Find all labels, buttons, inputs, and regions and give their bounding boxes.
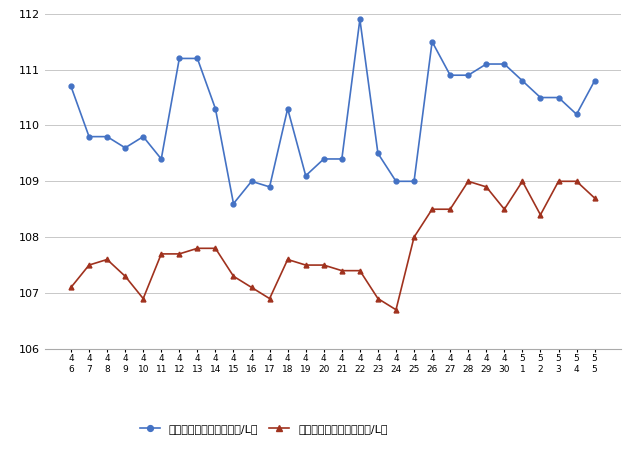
レギュラー実売価格（円/L） [140, 296, 147, 301]
レギュラー実売価格（円/L） [193, 246, 201, 251]
レギュラー看板価格（円/L） [103, 134, 111, 140]
レギュラー看板価格（円/L） [338, 156, 346, 162]
レギュラー実売価格（円/L） [410, 235, 418, 240]
Line: レギュラー看板価格（円/L）: レギュラー看板価格（円/L） [68, 17, 597, 206]
レギュラー実売価格（円/L） [284, 257, 291, 262]
レギュラー看板価格（円/L） [555, 95, 563, 100]
レギュラー看板価格（円/L） [446, 73, 454, 78]
レギュラー実売価格（円/L） [446, 207, 454, 212]
レギュラー実売価格（円/L） [230, 274, 237, 279]
レギュラー実売価格（円/L） [573, 179, 580, 184]
レギュラー看板価格（円/L） [266, 184, 273, 190]
レギュラー実売価格（円/L） [555, 179, 563, 184]
レギュラー実売価格（円/L） [483, 184, 490, 190]
レギュラー看板価格（円/L） [500, 61, 508, 67]
レギュラー実売価格（円/L） [302, 262, 310, 268]
レギュラー看板価格（円/L） [175, 56, 183, 61]
レギュラー実売価格（円/L） [157, 251, 165, 257]
レギュラー実売価格（円/L） [212, 246, 220, 251]
レギュラー看板価格（円/L） [392, 179, 400, 184]
レギュラー看板価格（円/L） [518, 78, 526, 84]
レギュラー看板価格（円/L） [248, 179, 255, 184]
レギュラー実売価格（円/L） [428, 207, 436, 212]
レギュラー実売価格（円/L） [374, 296, 382, 301]
レギュラー看板価格（円/L） [193, 56, 201, 61]
Legend: レギュラー看板価格（円/L）, レギュラー実売価格（円/L）: レギュラー看板価格（円/L）, レギュラー実売価格（円/L） [136, 420, 391, 437]
レギュラー看板価格（円/L） [374, 151, 382, 156]
レギュラー看板価格（円/L） [320, 156, 328, 162]
レギュラー看板価格（円/L） [67, 84, 75, 89]
レギュラー実売価格（円/L） [266, 296, 273, 301]
レギュラー看板価格（円/L） [284, 106, 291, 112]
レギュラー実売価格（円/L） [465, 179, 472, 184]
レギュラー看板価格（円/L） [85, 134, 93, 140]
レギュラー看板価格（円/L） [483, 61, 490, 67]
レギュラー看板価格（円/L） [573, 112, 580, 117]
レギュラー実売価格（円/L） [122, 274, 129, 279]
レギュラー実売価格（円/L） [320, 262, 328, 268]
レギュラー看板価格（円/L） [302, 173, 310, 179]
レギュラー実売価格（円/L） [175, 251, 183, 257]
レギュラー看板価格（円/L） [465, 73, 472, 78]
レギュラー実売価格（円/L） [248, 285, 255, 290]
レギュラー看板価格（円/L） [536, 95, 544, 100]
レギュラー看板価格（円/L） [356, 17, 364, 22]
レギュラー看板価格（円/L） [212, 106, 220, 112]
レギュラー実売価格（円/L） [591, 195, 598, 201]
レギュラー実売価格（円/L） [518, 179, 526, 184]
レギュラー看板価格（円/L） [428, 39, 436, 45]
レギュラー看板価格（円/L） [157, 156, 165, 162]
レギュラー看板価格（円/L） [122, 145, 129, 151]
レギュラー実売価格（円/L） [536, 212, 544, 218]
レギュラー実売価格（円/L） [103, 257, 111, 262]
レギュラー看板価格（円/L） [591, 78, 598, 84]
Line: レギュラー実売価格（円/L）: レギュラー実売価格（円/L） [68, 179, 597, 312]
レギュラー実売価格（円/L） [356, 268, 364, 274]
レギュラー看板価格（円/L） [140, 134, 147, 140]
レギュラー実売価格（円/L） [67, 285, 75, 290]
レギュラー実売価格（円/L） [392, 307, 400, 313]
レギュラー看板価格（円/L） [230, 201, 237, 207]
レギュラー実売価格（円/L） [500, 207, 508, 212]
レギュラー看板価格（円/L） [410, 179, 418, 184]
レギュラー実売価格（円/L） [85, 262, 93, 268]
レギュラー実売価格（円/L） [338, 268, 346, 274]
